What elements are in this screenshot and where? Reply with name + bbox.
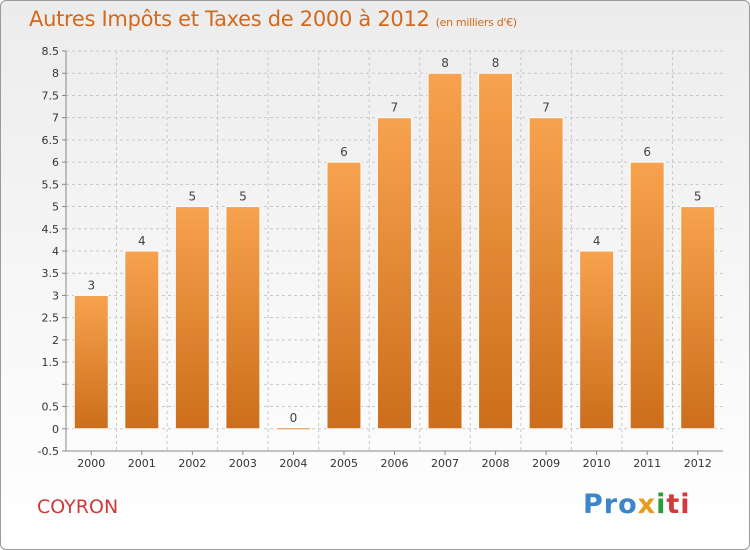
- y-tick-label: 8: [52, 67, 59, 80]
- data-label: 8: [492, 56, 500, 70]
- y-tick-label: 3.5: [42, 267, 60, 280]
- y-tick-label: -0.5: [38, 445, 59, 458]
- y-tick-label: 3: [52, 289, 59, 302]
- data-label: 5: [239, 190, 247, 204]
- bar: [680, 206, 716, 430]
- data-label: 8: [441, 56, 449, 70]
- x-tick-label: 2005: [330, 457, 358, 470]
- bar: [377, 117, 412, 430]
- x-tick-label: 2012: [684, 457, 712, 470]
- x-tick-label: 2000: [77, 457, 105, 470]
- data-label: 4: [593, 234, 601, 248]
- chart-title: Autres Impôts et Taxes de 2000 à 2012 (en…: [29, 7, 517, 31]
- bar: [528, 117, 564, 430]
- y-tick-label: 0.5: [42, 401, 60, 414]
- x-tick-label: 2004: [279, 457, 307, 470]
- x-tick-label: 2010: [583, 457, 611, 470]
- commune-name: COYRON: [37, 496, 119, 518]
- axes: -0.5 0 0.5 1.5 2 2.5 3 3.5 4 4.5 5 5.5 6 6.5 7 7.5 8 8.5 2…: [38, 45, 723, 470]
- y-tick-label: 1.5: [42, 356, 60, 369]
- bar: [225, 206, 261, 430]
- bar: [174, 206, 210, 430]
- x-tick-label: 2009: [532, 457, 560, 470]
- data-label: 5: [694, 190, 702, 204]
- bar: [629, 161, 665, 430]
- data-label: 7: [542, 101, 550, 115]
- data-label: 5: [189, 190, 197, 204]
- data-label: 4: [138, 234, 146, 248]
- y-tick-label: 7: [52, 112, 59, 125]
- x-tick-label: 2008: [482, 457, 510, 470]
- data-label: 3: [87, 278, 95, 292]
- y-tick-label: 4: [52, 245, 59, 258]
- data-label: 7: [391, 101, 399, 115]
- x-tick-label: 2001: [128, 457, 156, 470]
- y-tick-label: 0: [52, 423, 59, 436]
- y-tick-label: 5: [52, 201, 59, 214]
- logo-part: Pro: [583, 489, 638, 520]
- x-tick-label: 2007: [431, 457, 459, 470]
- data-label: 0: [290, 411, 298, 425]
- chart-title-text: Autres Impôts et Taxes de 2000 à 2012: [29, 7, 430, 31]
- y-tick-label: 6.5: [42, 134, 60, 147]
- x-tick-label: 2003: [229, 457, 257, 470]
- logo-part: ti: [666, 489, 691, 520]
- bar: [124, 250, 160, 430]
- data-label: 6: [340, 145, 348, 159]
- bar: [326, 161, 362, 430]
- logo-part: x: [637, 489, 657, 520]
- bar: [73, 294, 109, 430]
- y-tick-label: 8.5: [42, 45, 60, 58]
- bars: [73, 72, 716, 431]
- y-tick-label: 5.5: [42, 178, 60, 191]
- y-tick-label: 2.5: [42, 312, 60, 325]
- bar: [579, 250, 615, 430]
- labels: 3 4 5 5 0 6 7 8 8 7 4 6 5: [87, 56, 701, 425]
- bar: [275, 427, 311, 431]
- chart-unit: (en milliers d'€): [435, 16, 517, 29]
- logo-part: i: [656, 489, 667, 520]
- proxiti-logo[interactable]: Proxiti: [583, 489, 691, 520]
- bar: [478, 72, 514, 430]
- x-tick-label: 2011: [633, 457, 661, 470]
- y-tick-label: 6: [52, 156, 59, 169]
- x-tick-label: 2002: [178, 457, 206, 470]
- x-tick-label: 2006: [381, 457, 409, 470]
- y-tick-label: 4.5: [42, 223, 60, 236]
- bar: [427, 72, 463, 430]
- y-tick-label: 7.5: [42, 89, 60, 102]
- data-label: 6: [643, 145, 651, 159]
- y-tick-label: 2: [52, 334, 59, 347]
